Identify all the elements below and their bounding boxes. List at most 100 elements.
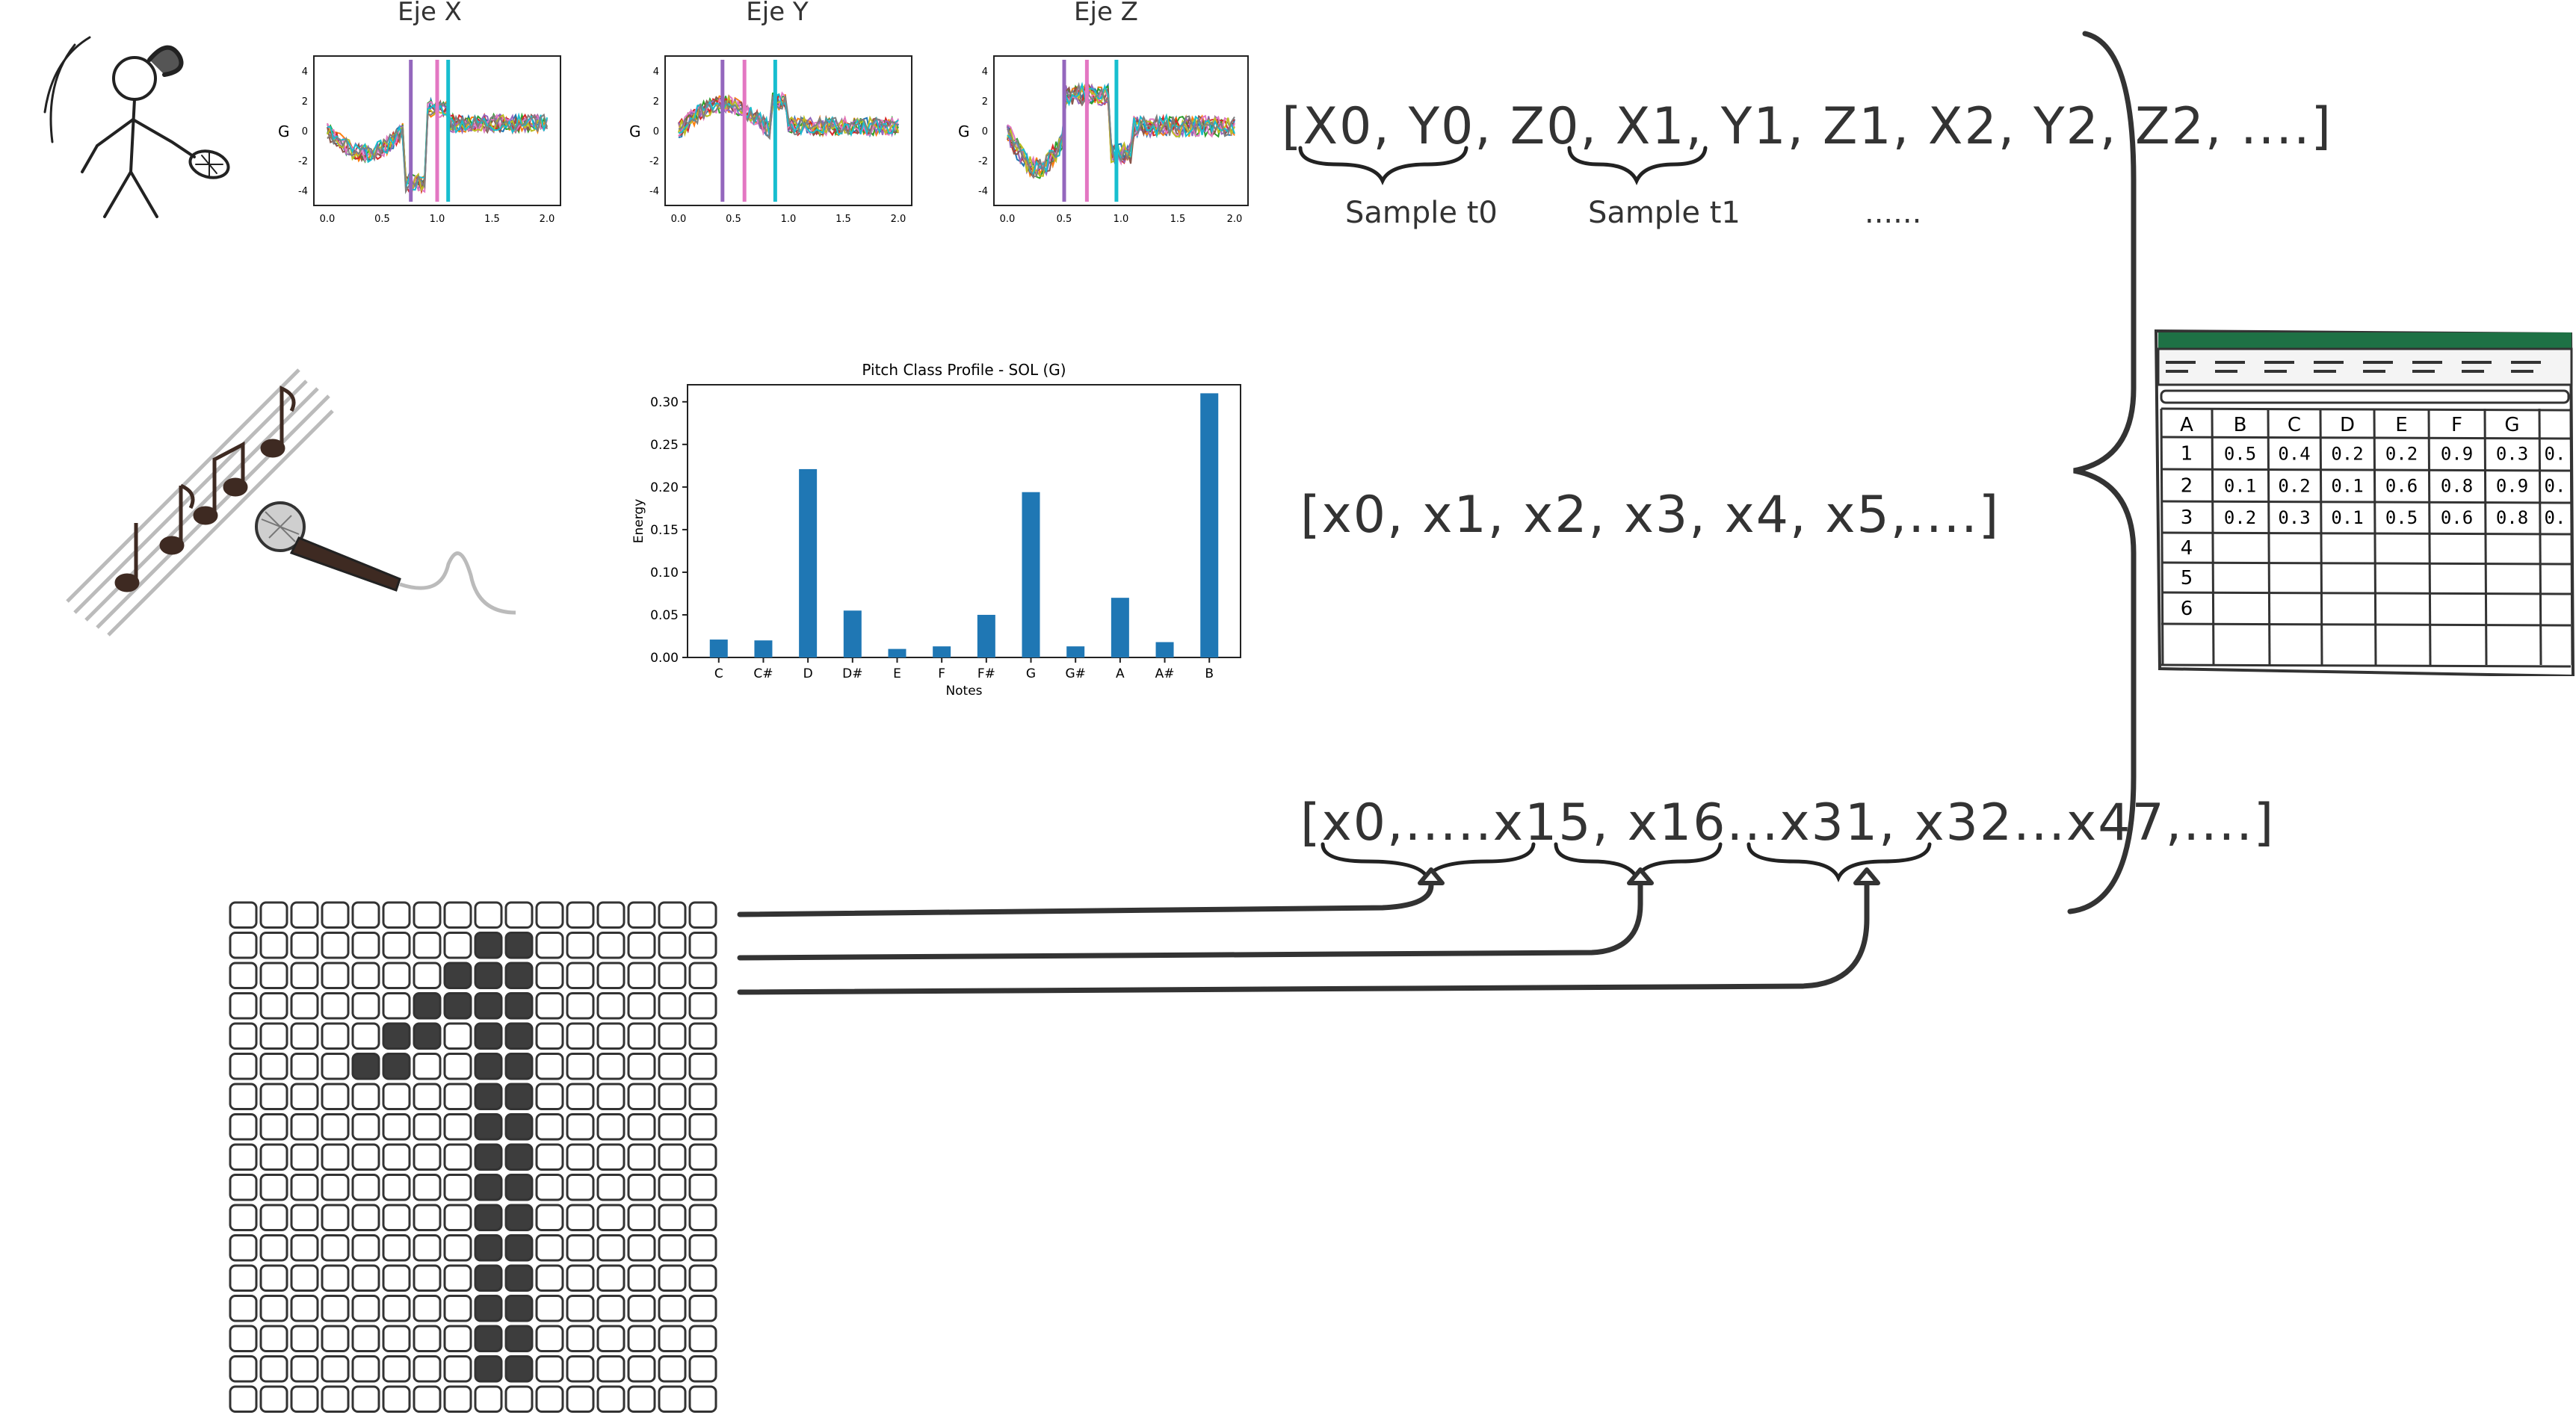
- pixel-empty: [382, 1325, 411, 1352]
- sheet-col-header: B: [2234, 414, 2247, 436]
- pixel-empty: [566, 1325, 595, 1352]
- pixel-empty: [259, 1113, 288, 1141]
- pixel-empty: [658, 1234, 687, 1262]
- plot-ytick: 4: [302, 66, 308, 78]
- pixel-filled: [504, 1355, 534, 1383]
- pixel-empty: [413, 932, 442, 959]
- sheet-vline: [2160, 408, 2164, 666]
- pixel-empty: [229, 1385, 258, 1413]
- big-right-brace: [2067, 31, 2137, 914]
- accel-plot-1: G 4 2 0 -2 -4 0.0 0.5 1.0 1.5 2.0: [629, 55, 912, 225]
- pixel-empty: [321, 901, 350, 929]
- pixel-empty: [596, 1355, 626, 1383]
- pixel-empty: [688, 992, 717, 1020]
- pixel-empty: [688, 1385, 717, 1413]
- pixel-empty: [566, 1204, 595, 1231]
- plot-ytick: 0: [302, 126, 308, 137]
- pixel-empty: [321, 1174, 350, 1201]
- pixel-empty: [382, 1174, 411, 1201]
- xtick-label: F#: [977, 666, 995, 681]
- pixel-filled: [474, 1355, 503, 1383]
- pixel-empty: [566, 1355, 595, 1383]
- pixel-empty: [413, 1234, 442, 1262]
- pixel-empty: [259, 1234, 288, 1262]
- pixel-empty: [658, 1325, 687, 1352]
- sheet-cell: 0.: [2545, 444, 2566, 465]
- bar-A: [1111, 598, 1129, 657]
- chart-frame: [687, 384, 1241, 658]
- pixel-empty: [290, 992, 319, 1020]
- pixel-empty: [596, 962, 626, 989]
- pixel-empty: [290, 1022, 319, 1050]
- pixel-empty: [658, 1204, 687, 1231]
- pixel-empty: [658, 992, 687, 1020]
- pixel-empty: [443, 1264, 472, 1292]
- pixel-empty: [413, 1325, 442, 1352]
- plot-xtick: 0.0: [320, 214, 336, 225]
- pixel-empty: [229, 1083, 258, 1110]
- plot-ytick: -2: [298, 156, 308, 167]
- pixel-empty: [259, 901, 288, 929]
- sheet-cell: 0.: [2545, 507, 2566, 528]
- pixel-empty: [229, 1174, 258, 1201]
- pixel-empty: [351, 1022, 380, 1050]
- pixel-empty: [290, 1385, 319, 1413]
- sheet-cell: 0.3: [2496, 444, 2528, 465]
- pixel-empty: [535, 1264, 564, 1292]
- pixel-empty: [259, 1083, 288, 1110]
- sheet-cell: 0.2: [2278, 476, 2310, 497]
- pixel-empty: [321, 1234, 350, 1262]
- ribbon-icon: [2363, 361, 2393, 373]
- pixel-empty: [290, 1295, 319, 1322]
- pixel-empty: [351, 1174, 380, 1201]
- pixel-empty: [566, 932, 595, 959]
- signal-line: [1007, 81, 1235, 178]
- pixel-filled: [413, 1022, 442, 1050]
- pixel-empty: [535, 1325, 564, 1352]
- pixel-empty: [688, 1234, 717, 1262]
- pixel-filled: [504, 1264, 534, 1292]
- pixel-filled: [351, 1053, 380, 1080]
- plot-ytick: -2: [978, 156, 988, 167]
- sheet-row-number: 1: [2181, 443, 2193, 465]
- sheet-cell: 0.3: [2278, 507, 2310, 528]
- pixel-empty: [351, 1325, 380, 1352]
- pixel-empty: [688, 1264, 717, 1292]
- bar-F: [933, 646, 951, 657]
- pixel-empty: [321, 1295, 350, 1322]
- pixel-empty: [229, 962, 258, 989]
- ytick-label: 0.30: [650, 395, 679, 410]
- pixel-empty: [443, 1022, 472, 1050]
- plot-xtick: 0.5: [374, 214, 390, 225]
- pixel-empty: [443, 1174, 472, 1201]
- sheet-hline: [2160, 591, 2572, 595]
- accelerometer-plots: G 4 2 0 -2 -4 0.0 0.5 1.0 1.5 2.0 G 4 2 0 -2 -4 0.0 0.5 1.0…: [278, 55, 1249, 225]
- pixel-empty: [443, 1204, 472, 1231]
- pixel-filled: [474, 932, 503, 959]
- sheet-vline: [2538, 408, 2542, 666]
- pixel-empty: [259, 932, 288, 959]
- pixel-empty: [627, 932, 656, 959]
- pixel-empty: [321, 1113, 350, 1141]
- pixel-empty: [229, 992, 258, 1020]
- sheet-row-number: 3: [2181, 507, 2193, 529]
- ribbon-icon: [2412, 361, 2442, 373]
- pixel-filled: [504, 1113, 534, 1141]
- pixel-empty: [382, 1295, 411, 1322]
- signal-line: [678, 96, 899, 140]
- plot-ylabel: G: [629, 123, 641, 140]
- sheet-vline: [2569, 408, 2574, 666]
- pixel-empty: [688, 1022, 717, 1050]
- pixel-empty: [413, 1053, 442, 1080]
- pixel-empty: [688, 1204, 717, 1231]
- pixel-empty: [229, 1355, 258, 1383]
- pixel-filled: [504, 1295, 534, 1322]
- ribbon-icon: [2511, 361, 2541, 373]
- pixel-empty: [229, 1234, 258, 1262]
- sheet-cell: 0.6: [2385, 476, 2418, 497]
- sample-label-t1: Sample t1: [1588, 196, 1741, 230]
- pixel-empty: [351, 1385, 380, 1413]
- pixel-empty: [290, 1113, 319, 1141]
- pixel-empty: [351, 992, 380, 1020]
- sheet-cell: 0.4: [2278, 444, 2310, 465]
